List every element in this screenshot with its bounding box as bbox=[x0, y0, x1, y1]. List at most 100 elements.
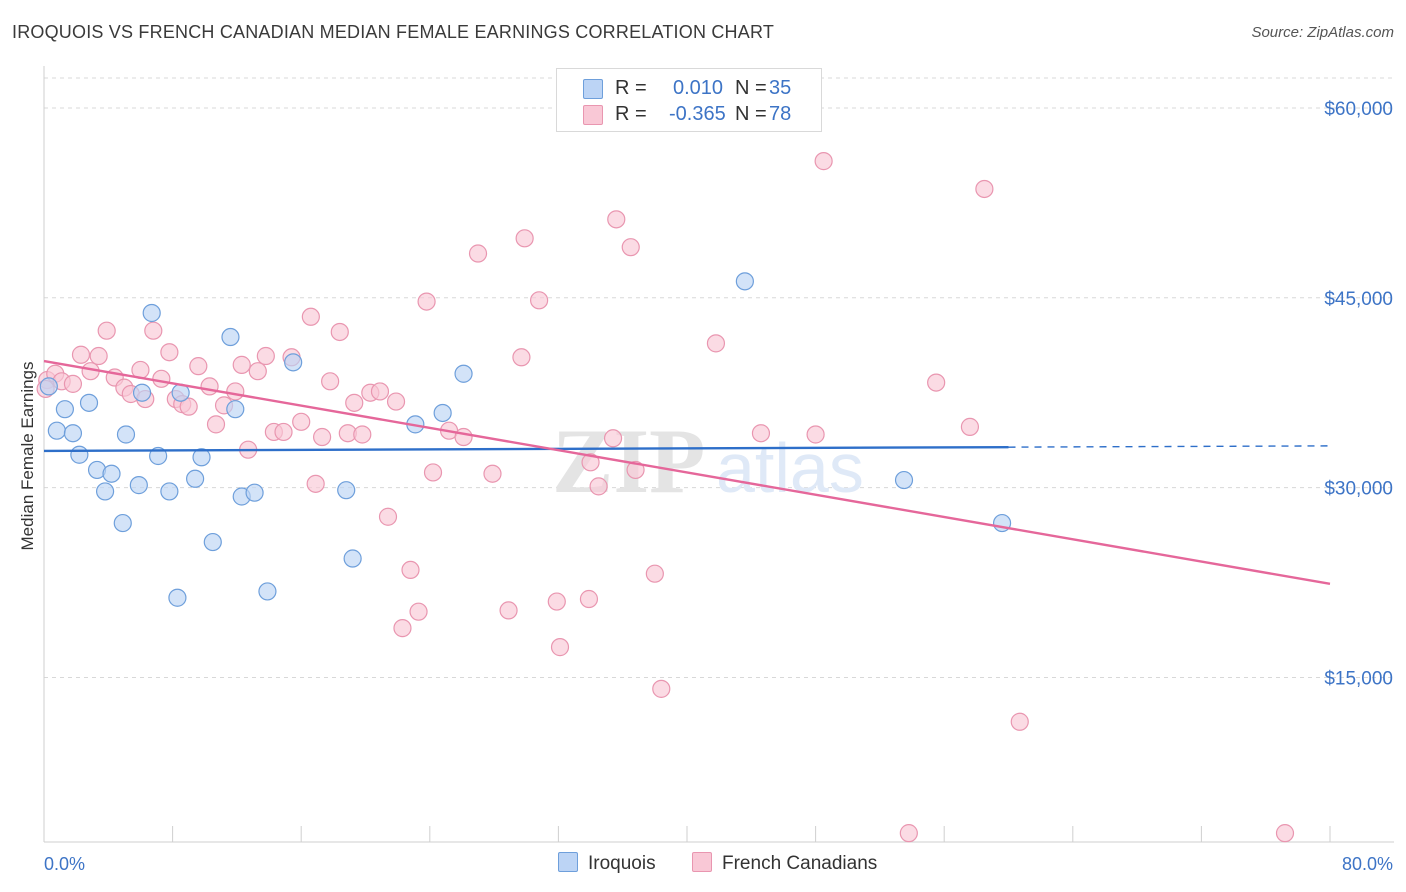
grid-lines bbox=[44, 77, 1394, 678]
french-canadians-point bbox=[621, 238, 640, 257]
french-canadians-point bbox=[423, 463, 443, 482]
french-canadians-point bbox=[589, 477, 608, 496]
french-canadians-point bbox=[292, 412, 311, 431]
n-value: 78 bbox=[769, 103, 792, 125]
french-canadians-point bbox=[144, 321, 163, 340]
french-canadians-point bbox=[345, 393, 364, 412]
french-canadians-point bbox=[960, 417, 980, 436]
iroquois-point bbox=[168, 588, 187, 607]
french-canadians-point bbox=[645, 564, 664, 583]
french-canadians-point bbox=[806, 425, 825, 444]
iroquois-point bbox=[39, 377, 58, 396]
watermark: ZIP atlas bbox=[552, 410, 864, 512]
iroquois-point bbox=[102, 464, 121, 483]
iroquois-point bbox=[149, 446, 168, 466]
french-canadians-point bbox=[581, 453, 600, 472]
french-canadians-point bbox=[1275, 824, 1295, 843]
y-tick-label: $30,000 bbox=[1324, 479, 1393, 500]
french-canadians-point bbox=[454, 427, 473, 447]
iroquois-point bbox=[79, 393, 99, 412]
french-canadians-point bbox=[248, 362, 267, 381]
french-canadians-point bbox=[301, 307, 320, 326]
french-canadians-point bbox=[71, 345, 91, 364]
french-canadians-point bbox=[706, 334, 726, 353]
trend-lines bbox=[43, 359, 1331, 586]
iroquois-point bbox=[47, 421, 66, 440]
legend-item-french-canadians: French Canadians bbox=[692, 852, 877, 875]
iroquois-point bbox=[95, 482, 115, 501]
french-canadians-point bbox=[274, 422, 293, 442]
iroquois-trend-line bbox=[43, 445, 1009, 453]
y-axis-label: Median Female Earnings bbox=[18, 362, 37, 551]
french-canadians-point bbox=[89, 346, 108, 366]
n-label: N = bbox=[735, 77, 767, 99]
french-canadians-trend-line bbox=[43, 359, 1331, 586]
iroquois-point bbox=[70, 445, 89, 464]
iroquois-point bbox=[245, 483, 264, 502]
watermark-atlas: atlas bbox=[716, 429, 864, 507]
french-canadians-point bbox=[152, 369, 171, 388]
french-canadians-point bbox=[393, 619, 412, 638]
iroquois-point bbox=[226, 400, 245, 419]
french-canadians-point bbox=[189, 357, 208, 376]
iroquois-point bbox=[894, 470, 914, 490]
r-label: R = bbox=[615, 103, 647, 125]
iroquois-swatch bbox=[558, 852, 578, 872]
iroquois-point bbox=[55, 400, 74, 419]
french-canadians-point bbox=[899, 824, 918, 843]
iroquois-point bbox=[284, 353, 303, 372]
r-label: R = bbox=[615, 77, 647, 99]
french-canadians-point bbox=[603, 429, 623, 448]
iroquois-point bbox=[142, 303, 161, 323]
french-canadians-point bbox=[483, 464, 502, 483]
iroquois-point bbox=[735, 272, 754, 291]
iroquois-point bbox=[192, 448, 211, 467]
french-canadians-point bbox=[652, 679, 671, 698]
french-canadians-point bbox=[975, 179, 994, 199]
y-tick-label: $60,000 bbox=[1324, 99, 1393, 120]
iroquois-point bbox=[116, 425, 136, 444]
iroquois-point bbox=[132, 383, 152, 402]
tick-labels: 0.0% 80.0% $15,000 $30,000 $45,000 $60,000 bbox=[44, 99, 1393, 874]
french-canadians-point bbox=[401, 560, 420, 580]
source-credit: Source: ZipAtlas.com bbox=[1251, 24, 1394, 41]
french-canadians-point bbox=[97, 321, 116, 340]
french-canadians-point bbox=[226, 382, 245, 401]
iroquois-point bbox=[258, 582, 277, 601]
french-canadians-point bbox=[330, 322, 349, 342]
french-canadians-point bbox=[200, 377, 219, 396]
legend-label: French Canadians bbox=[722, 853, 878, 874]
iroquois-trend-extension bbox=[1008, 445, 1331, 448]
french-canadians-point bbox=[409, 602, 428, 621]
y-tick-label: $15,000 bbox=[1324, 668, 1393, 689]
french-canadians-point bbox=[378, 507, 398, 526]
iroquois-point bbox=[203, 532, 222, 552]
french-canadians-swatch bbox=[692, 852, 712, 872]
legend-label: Iroquois bbox=[588, 853, 656, 874]
french-canadians-point bbox=[312, 427, 332, 447]
iroquois-point bbox=[221, 327, 240, 347]
n-label: N = bbox=[735, 103, 767, 125]
iroquois-point bbox=[129, 476, 148, 495]
french-canadians-point bbox=[206, 415, 226, 434]
french-canadians-point bbox=[515, 229, 534, 248]
french-canadians-point bbox=[160, 343, 179, 362]
iroquois-point bbox=[433, 403, 452, 423]
french-canadians-point bbox=[512, 348, 531, 367]
french-canadians-point bbox=[386, 392, 406, 411]
french-canadians-point bbox=[927, 373, 946, 392]
french-canadians-point bbox=[256, 346, 275, 366]
french-canadians-point bbox=[417, 292, 436, 311]
french-canadians-swatch bbox=[583, 105, 603, 125]
french-canadians-point bbox=[306, 474, 325, 493]
watermark-zip: ZIP bbox=[552, 410, 705, 512]
french-canadians-point bbox=[63, 374, 83, 393]
iroquois-point bbox=[186, 469, 205, 488]
french-canadians-point bbox=[321, 372, 340, 391]
french-canadians-point bbox=[179, 397, 198, 416]
axes bbox=[43, 66, 1394, 843]
french-canadians-point bbox=[579, 589, 599, 609]
french-canadians-point bbox=[547, 592, 566, 611]
chart-title: IROQUOIS VS FRENCH CANADIAN MEDIAN FEMAL… bbox=[12, 22, 775, 42]
